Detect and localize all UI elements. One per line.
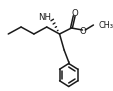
Text: CH₃: CH₃ — [97, 20, 112, 29]
Text: O: O — [79, 26, 86, 35]
Text: NH: NH — [38, 13, 51, 22]
Text: O: O — [71, 8, 78, 17]
